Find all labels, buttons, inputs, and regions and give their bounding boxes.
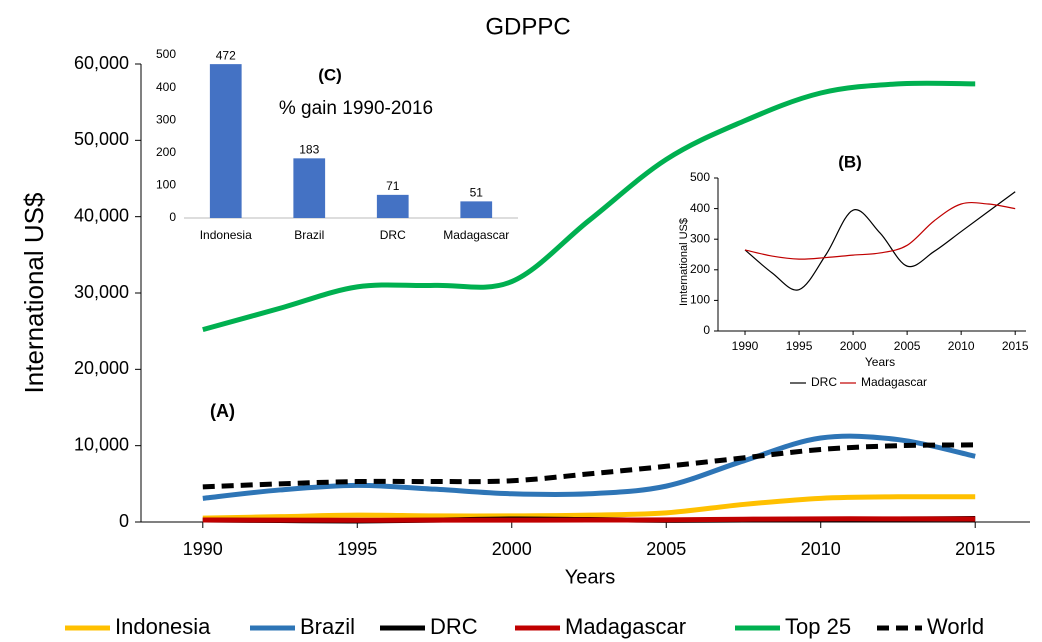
legend-label: DRC — [811, 375, 837, 389]
y-tick-label: 100 — [156, 178, 176, 192]
x-tick-label: 2015 — [955, 539, 995, 559]
y-tick-label: 0 — [119, 511, 129, 531]
legend-label: Brazil — [300, 614, 355, 639]
inset-background — [668, 158, 1032, 400]
y-axis-label: International US$ — [19, 192, 49, 393]
chart-title: GDPPC — [485, 13, 570, 40]
legend-label: DRC — [430, 614, 478, 639]
legend-label: Top 25 — [785, 614, 851, 639]
x-tick-label: Indonesia — [200, 228, 252, 242]
y-tick-label: 300 — [156, 112, 176, 126]
y-tick-label: 20,000 — [74, 358, 129, 378]
legend-label: Madagascar — [861, 375, 927, 389]
x-tick-label: 2005 — [646, 539, 686, 559]
x-tick-label: 1995 — [786, 339, 813, 353]
series-line — [744, 191, 1016, 291]
x-tick-label: DRC — [380, 228, 406, 242]
x-tick-label: Madagascar — [443, 228, 509, 242]
value-label: 183 — [299, 143, 319, 157]
y-tick-label: 60,000 — [74, 53, 129, 73]
y-tick-label: 400 — [690, 201, 710, 215]
y-tick-label: 10,000 — [74, 434, 129, 454]
y-tick-label: 500 — [690, 170, 710, 184]
series-line — [202, 516, 976, 523]
value-label: 71 — [386, 179, 400, 193]
series-line — [744, 201, 1016, 260]
x-axis-label: Years — [565, 566, 615, 588]
y-tick-label: 50,000 — [74, 129, 129, 149]
x-axis-label: Years — [865, 355, 895, 369]
y-tick-label: 30,000 — [74, 282, 129, 302]
x-tick-label: 1990 — [183, 539, 223, 559]
legend-label: Madagascar — [565, 614, 686, 639]
annotation: (C) — [318, 65, 342, 84]
y-tick-label: 200 — [156, 145, 176, 159]
annotation: (A) — [210, 401, 235, 421]
y-tick-label: 200 — [690, 262, 710, 276]
y-tick-label: 0 — [703, 323, 710, 337]
bar — [209, 64, 242, 219]
legend-label: World — [927, 614, 984, 639]
x-tick-label: 2010 — [948, 339, 975, 353]
y-tick-label: 0 — [169, 210, 176, 224]
y-tick-label: 40,000 — [74, 205, 129, 225]
series-line — [202, 494, 976, 521]
series-line — [202, 442, 976, 490]
legend-label: Indonesia — [115, 614, 211, 639]
series-line — [202, 433, 976, 501]
x-tick-label: 2015 — [1002, 339, 1029, 353]
y-tick-label: 500 — [156, 47, 176, 61]
x-tick-label: 2000 — [492, 539, 532, 559]
y-tick-label: 300 — [690, 231, 710, 245]
x-tick-label: Brazil — [294, 228, 324, 242]
bar — [460, 201, 493, 218]
annotation: (B) — [838, 152, 862, 171]
y-tick-label: 100 — [690, 293, 710, 307]
x-tick-label: 2010 — [801, 539, 841, 559]
bar — [376, 194, 409, 218]
value-label: 51 — [470, 186, 484, 200]
x-tick-label: 1995 — [337, 539, 377, 559]
y-tick-label: 400 — [156, 80, 176, 94]
x-tick-label: 1990 — [732, 339, 759, 353]
x-tick-label: 2000 — [840, 339, 867, 353]
inset-title: % gain 1990-2016 — [279, 98, 433, 119]
y-axis-label: Imternational US$ — [678, 218, 690, 306]
x-tick-label: 2005 — [894, 339, 921, 353]
series-line — [202, 80, 976, 333]
value-label: 472 — [216, 48, 236, 62]
bar — [293, 158, 326, 218]
